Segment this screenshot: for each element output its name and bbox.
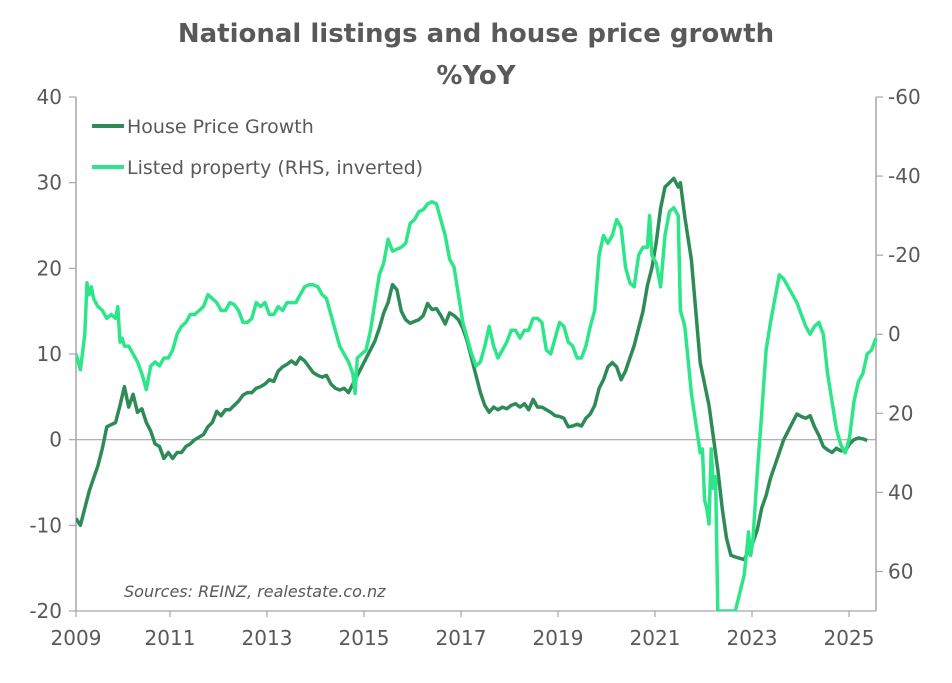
- x-tick-label: 2025: [824, 626, 875, 650]
- legend-label-listed-property: Listed property (RHS, inverted): [127, 157, 423, 179]
- series-line-house-price-growth: [76, 176, 868, 562]
- left-tick-label: 40: [37, 85, 62, 109]
- x-tick-label: 2013: [242, 626, 293, 650]
- legend: House Price Growth Listed property (RHS,…: [92, 116, 423, 179]
- left-tick-label: -20: [29, 599, 62, 623]
- left-tick-label: 0: [49, 428, 62, 452]
- left-tick-label: 10: [37, 342, 62, 366]
- x-tick-label: 2009: [51, 626, 102, 650]
- source-note: Sources: REINZ, realestate.co.nz: [124, 582, 386, 601]
- x-tick-label: 2019: [533, 626, 584, 650]
- right-tick-label: -20: [888, 243, 921, 267]
- left-tick-label: 30: [37, 171, 62, 195]
- x-tick-label: 2017: [436, 626, 487, 650]
- legend-label-house-price-growth: House Price Growth: [127, 116, 314, 138]
- right-tick-label: -60: [888, 85, 921, 109]
- right-tick-label: 40: [888, 480, 913, 504]
- chart-title: National listings and house price growth: [178, 19, 774, 49]
- right-tick-label: 60: [888, 559, 913, 583]
- right-tick-label: 20: [888, 401, 913, 425]
- x-tick-label: 2015: [339, 626, 390, 650]
- series-line-listed-property: [76, 200, 878, 611]
- right-tick-label: 0: [888, 322, 901, 346]
- x-tick-label: 2023: [727, 626, 778, 650]
- left-tick-label: -10: [29, 513, 62, 537]
- chart-subtitle: %YoY: [436, 61, 516, 91]
- x-tick-label: 2021: [630, 626, 681, 650]
- left-tick-label: 20: [37, 256, 62, 280]
- right-tick-label: -40: [888, 164, 921, 188]
- x-tick-label: 2011: [145, 626, 196, 650]
